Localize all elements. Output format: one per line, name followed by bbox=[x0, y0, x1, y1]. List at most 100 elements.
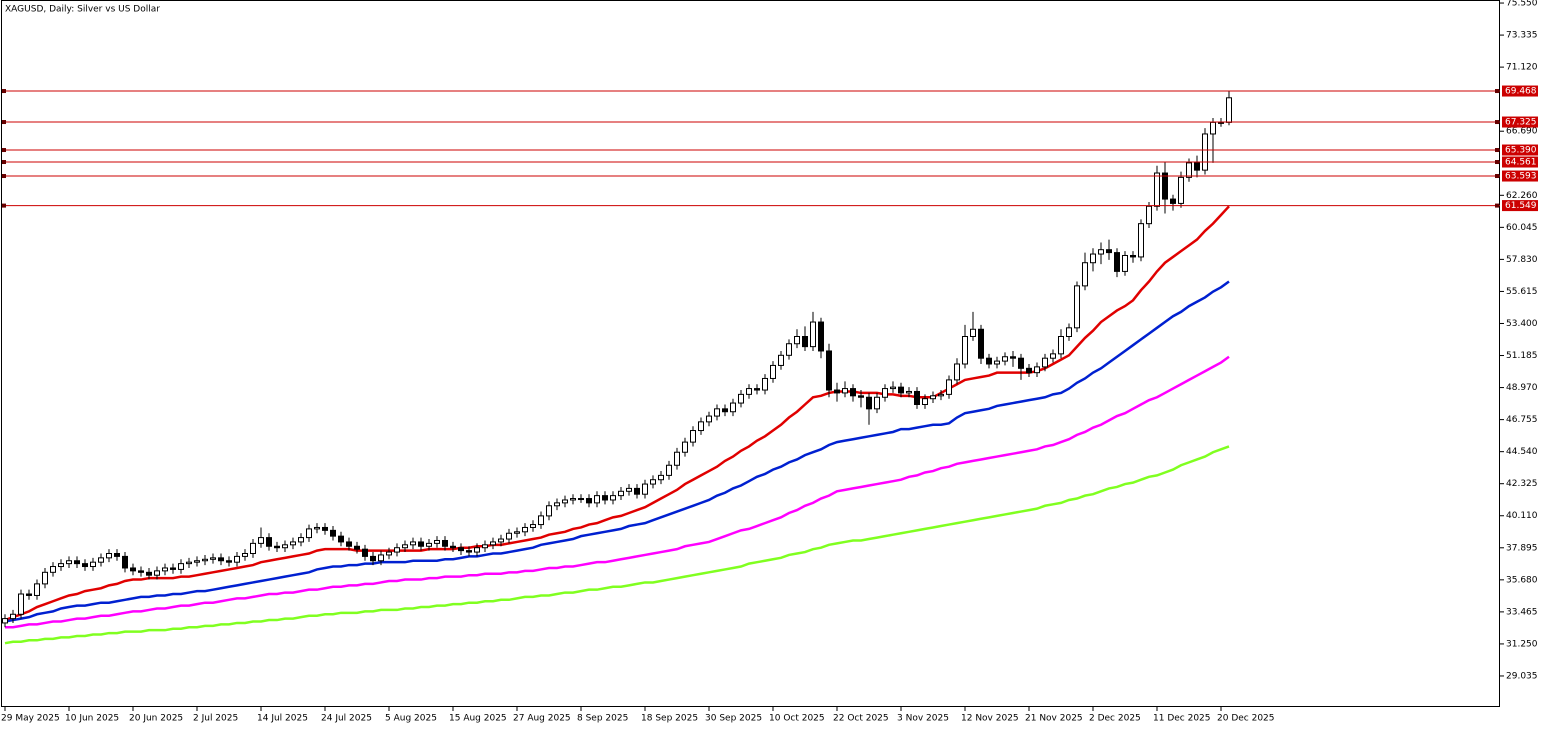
candle-body bbox=[1170, 198, 1176, 204]
moving-average-line bbox=[4, 205, 1230, 622]
moving-average-line bbox=[5, 355, 1230, 629]
candle-body bbox=[466, 550, 472, 553]
candle-body bbox=[538, 515, 544, 526]
candle-body bbox=[498, 538, 504, 543]
candle-body bbox=[698, 421, 704, 432]
candle-body bbox=[362, 548, 368, 557]
candle-body bbox=[722, 408, 728, 413]
candle-body bbox=[290, 541, 296, 546]
candle-body bbox=[226, 560, 232, 563]
y-tick-label: 35.680 bbox=[1506, 575, 1538, 585]
level-label-box bbox=[1502, 170, 1538, 182]
candle-body bbox=[202, 558, 208, 562]
candle-body bbox=[1018, 357, 1024, 369]
candle-body bbox=[1130, 254, 1136, 258]
candle-body bbox=[434, 539, 440, 544]
candle-body bbox=[810, 321, 816, 348]
y-tick-label: 55.615 bbox=[1506, 287, 1538, 297]
candle-body bbox=[482, 544, 488, 549]
y-tick-label: 57.830 bbox=[1506, 255, 1538, 265]
y-tick-label: 42.325 bbox=[1506, 479, 1538, 489]
candle-body bbox=[746, 388, 752, 395]
x-tick-label: 2 Jul 2025 bbox=[193, 714, 238, 724]
level-handle bbox=[2, 174, 6, 179]
candle-body bbox=[274, 545, 280, 549]
candle-body bbox=[706, 415, 712, 423]
candle-body bbox=[946, 379, 952, 395]
candle-body bbox=[626, 487, 632, 492]
candle-body bbox=[1154, 172, 1160, 207]
candle-body bbox=[898, 386, 904, 394]
y-tick-label: 51.185 bbox=[1506, 351, 1538, 361]
candle-body bbox=[306, 528, 312, 539]
candle-body bbox=[10, 613, 16, 620]
x-tick-label: 20 Dec 2025 bbox=[1217, 714, 1275, 724]
candle-body bbox=[282, 544, 288, 549]
y-tick-label: 66.690 bbox=[1506, 127, 1538, 137]
candle-body bbox=[1042, 357, 1048, 368]
y-tick-label: 46.755 bbox=[1506, 415, 1538, 425]
level-handle bbox=[1495, 174, 1499, 179]
candle-body bbox=[146, 571, 152, 576]
candle-body bbox=[610, 495, 616, 501]
candle-body bbox=[530, 524, 536, 528]
y-tick-label: 62.260 bbox=[1506, 191, 1538, 201]
candle-body bbox=[690, 430, 696, 443]
candle-body bbox=[602, 495, 608, 501]
candle-body bbox=[650, 479, 656, 485]
level-handle bbox=[2, 148, 6, 153]
candle-body bbox=[554, 502, 560, 507]
candle-body bbox=[418, 541, 424, 547]
x-tick-label: 10 Jun 2025 bbox=[65, 714, 119, 724]
candle-body bbox=[1002, 356, 1008, 362]
level-label-box bbox=[1502, 85, 1538, 97]
candle-body bbox=[674, 451, 680, 466]
candle-body bbox=[826, 350, 832, 391]
candle-body bbox=[1194, 162, 1200, 171]
candle-body bbox=[1218, 121, 1224, 124]
candle-body bbox=[1202, 133, 1208, 171]
candle-body bbox=[1082, 262, 1088, 287]
candle-body bbox=[258, 537, 264, 544]
candle-body bbox=[242, 553, 248, 557]
level-label-box bbox=[1502, 200, 1538, 212]
y-tick-label: 40.110 bbox=[1506, 511, 1538, 521]
candle-body bbox=[426, 542, 432, 547]
plot-frame bbox=[1, 0, 1500, 707]
chart-title: XAGUSD, Daily: Silver vs US Dollar bbox=[5, 5, 160, 15]
candle-body bbox=[50, 566, 56, 573]
candle-body bbox=[514, 531, 520, 534]
candle-body bbox=[354, 545, 360, 550]
candle-body bbox=[490, 541, 496, 546]
x-tick-label: 10 Oct 2025 bbox=[769, 714, 825, 724]
candle-body bbox=[682, 441, 688, 453]
candle-body bbox=[922, 398, 928, 405]
candle-body bbox=[314, 526, 320, 530]
y-tick-label: 60.045 bbox=[1506, 223, 1538, 233]
candle-body bbox=[642, 483, 648, 495]
candle-body bbox=[874, 396, 880, 410]
candle-body bbox=[1138, 223, 1144, 258]
candle-body bbox=[666, 464, 672, 476]
candle-body bbox=[1066, 327, 1072, 338]
moving-average-line bbox=[4, 445, 1230, 645]
candle-body bbox=[890, 386, 896, 390]
x-tick-label: 8 Sep 2025 bbox=[577, 714, 628, 724]
candle-body bbox=[234, 555, 240, 563]
level-handle bbox=[2, 89, 6, 94]
candle-body bbox=[738, 393, 744, 404]
candle-body bbox=[1050, 353, 1056, 359]
candle-body bbox=[786, 343, 792, 356]
candle-body bbox=[330, 529, 336, 537]
y-tick-label: 44.540 bbox=[1506, 447, 1538, 457]
candle-body bbox=[634, 487, 640, 495]
candle-body bbox=[1010, 356, 1016, 359]
candle-body bbox=[1186, 162, 1192, 178]
x-tick-label: 27 Aug 2025 bbox=[513, 714, 571, 724]
level-handle bbox=[2, 203, 6, 208]
candle-body bbox=[1146, 205, 1152, 225]
candle-body bbox=[266, 537, 272, 547]
candle-body bbox=[978, 328, 984, 359]
candle-body bbox=[578, 498, 584, 501]
